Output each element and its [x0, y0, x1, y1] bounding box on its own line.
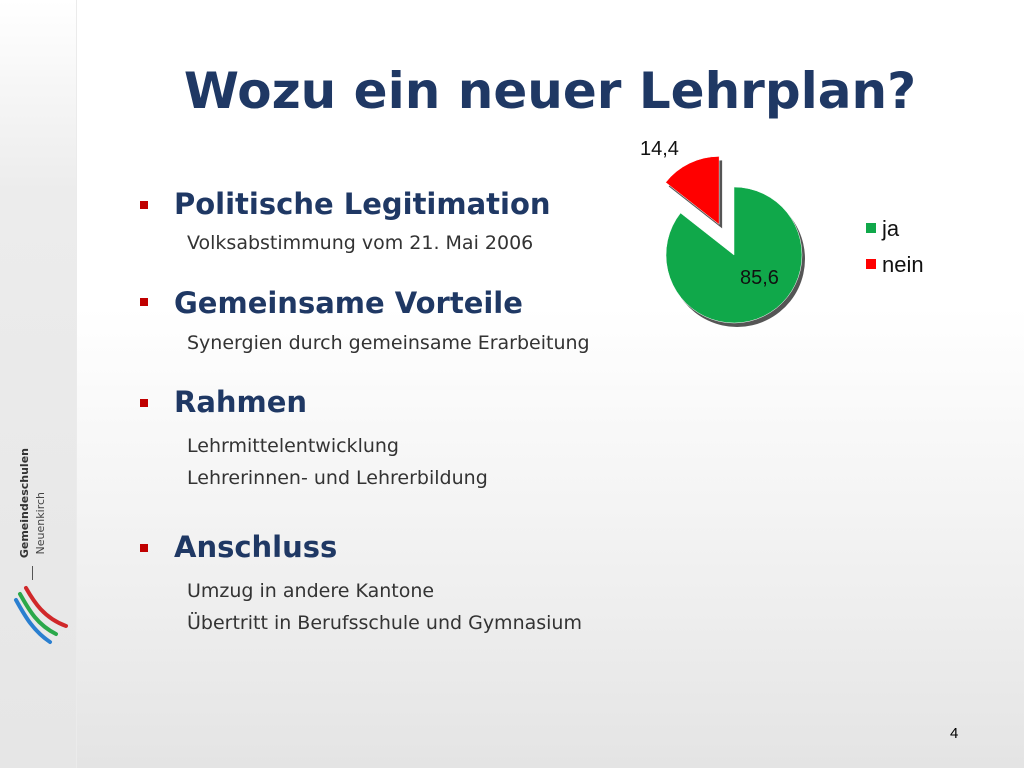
pie-slice-ja [665, 186, 803, 324]
section-heading: Politische Legitimation [174, 187, 551, 221]
school-logo: Gemeindeschulen Neuenkirch [18, 448, 66, 568]
section-heading: Anschluss [174, 530, 338, 564]
slide-title: Wozu ein neuer Lehrplan? [183, 62, 917, 120]
sidebar-band [0, 0, 77, 768]
pie-chart: 85,6 14,4 ja nein [640, 138, 924, 327]
section-item: Lehrmittelentwicklung [187, 435, 399, 457]
bullet-marker [140, 544, 148, 552]
section-item: Volksabstimmung vom 21. Mai 2006 [187, 232, 534, 254]
logo-line-2: Neuenkirch [34, 492, 47, 555]
logo-waves-icon [14, 586, 68, 644]
legend-swatch-ja [866, 223, 876, 233]
bullet-marker [140, 201, 148, 209]
pie-slice-nein [665, 156, 720, 225]
page-number: 4 [950, 725, 959, 742]
section-heading: Gemeinsame Vorteile [174, 286, 523, 320]
legend-label-nein: nein [882, 252, 924, 277]
legend-label-ja: ja [881, 216, 900, 241]
logo-line-1: Gemeindeschulen [18, 448, 31, 559]
data-label-nein: 14,4 [640, 138, 679, 160]
section-item: Übertritt in Berufsschule und Gymnasium [187, 612, 582, 634]
logo-divider [32, 566, 33, 580]
bullet-marker [140, 298, 148, 306]
data-label-ja: 85,6 [740, 267, 779, 289]
section-heading: Rahmen [174, 385, 308, 419]
bullet-marker [140, 399, 148, 407]
section-item: Umzug in andere Kantone [187, 580, 435, 602]
section-item: Synergien durch gemeinsame Erarbeitung [187, 332, 590, 354]
section-item: Lehrerinnen- und Lehrerbildung [187, 467, 488, 489]
legend-swatch-nein [866, 259, 876, 269]
